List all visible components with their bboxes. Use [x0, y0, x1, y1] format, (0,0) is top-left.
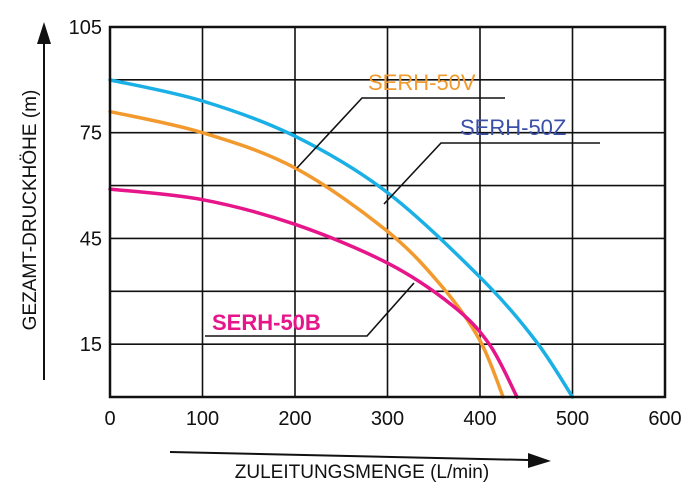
curve-serh-50z: [108, 78, 575, 399]
curve-serh-50b: [108, 187, 519, 399]
plot-frame: [108, 25, 667, 399]
plot-border: [108, 25, 667, 399]
x-axis-label: ZULEITUNGSMENGE (L/min): [235, 462, 489, 483]
x-tick-label: 0: [104, 408, 115, 430]
series-label-serh-50v: SERH-50V: [368, 70, 476, 95]
leader-serh-50z: [383, 142, 600, 205]
x-tick-label: 600: [648, 408, 681, 430]
y-tick-label: 45: [80, 228, 102, 250]
y-tick-label: 105: [69, 17, 102, 39]
label-leaders: [205, 97, 600, 337]
curves: [108, 78, 575, 399]
x-tick-label: 300: [371, 408, 404, 430]
y-tick-label: 15: [80, 334, 102, 356]
x-tick-label: 500: [556, 408, 589, 430]
y-tick-label: 75: [80, 123, 102, 145]
leader-serh-50b: [205, 282, 415, 337]
grid: [110, 27, 665, 397]
y-axis-label: GEZAMT-DRUCKHÖHE (m): [20, 90, 41, 331]
series-label-serh-50b: SERH-50B: [212, 310, 321, 335]
x-tick-label: 100: [186, 408, 219, 430]
curve-serh-50v: [108, 109, 505, 399]
leader-serh-50v: [296, 97, 505, 169]
x-tick-label: 200: [278, 408, 311, 430]
y-axis-arrow-head: [37, 22, 51, 44]
x-axis-arrow-line: [169, 451, 529, 461]
series-label-serh-50z: SERH-50Z: [460, 115, 566, 140]
tick-labels: 0 100 200 300 400 500 600 15 45 75 105: [69, 17, 682, 430]
x-tick-label: 400: [463, 408, 496, 430]
x-axis-arrow-head: [528, 453, 551, 468]
